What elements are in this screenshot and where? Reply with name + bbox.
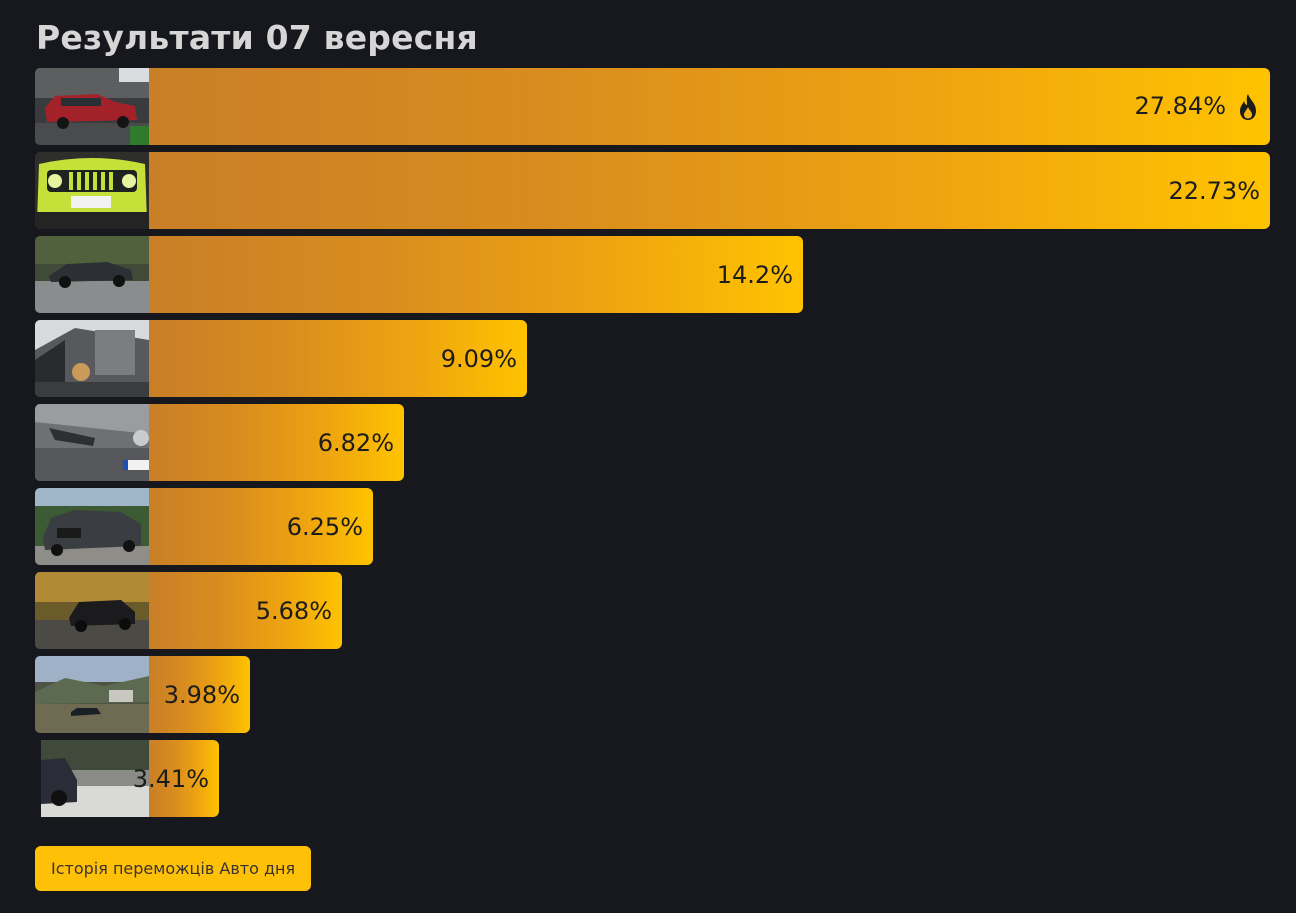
car-photo-thumbnail[interactable]: [35, 404, 149, 481]
result-bar: 3.98%: [149, 656, 250, 733]
result-bar: 27.84%: [149, 68, 1270, 145]
result-percent: 6.82%: [317, 428, 394, 457]
result-bar: 22.73%: [149, 152, 1270, 229]
result-percent: 3.41%: [132, 764, 209, 793]
car-photo-thumbnail[interactable]: [35, 488, 149, 565]
car-photo-thumbnail[interactable]: [35, 320, 149, 397]
result-bar: 6.82%: [149, 404, 404, 481]
car-photo-thumbnail[interactable]: [35, 68, 149, 145]
result-row: 22.73%: [35, 152, 1270, 229]
flame-icon: [1240, 94, 1256, 120]
winners-history-button[interactable]: Історія переможців Авто дня: [35, 846, 312, 891]
result-row: 6.82%: [35, 404, 404, 481]
result-row: 6.25%: [35, 488, 373, 565]
result-percent: 3.98%: [163, 680, 240, 709]
car-photo-thumbnail[interactable]: [35, 572, 149, 649]
result-percent: 22.73%: [1168, 176, 1260, 205]
result-percent: 6.25%: [286, 512, 363, 541]
page-title: Результати 07 вересня: [36, 18, 478, 57]
result-row: 3.41%: [35, 740, 219, 817]
car-photo-thumbnail[interactable]: [35, 656, 149, 733]
car-photo-thumbnail[interactable]: [35, 152, 149, 229]
car-photo-thumbnail[interactable]: [35, 740, 149, 817]
result-bar: 5.68%: [149, 572, 342, 649]
result-row: 9.09%: [35, 320, 527, 397]
result-bar: 6.25%: [149, 488, 373, 565]
result-row: 27.84%: [35, 68, 1270, 145]
result-bar: 3.41%: [133, 740, 219, 817]
result-bar: 9.09%: [149, 320, 527, 397]
car-photo-thumbnail[interactable]: [35, 236, 149, 313]
result-bar: 14.2%: [149, 236, 803, 313]
result-percent: 27.84%: [1134, 92, 1270, 121]
result-row: 3.98%: [35, 656, 250, 733]
result-row: 5.68%: [35, 572, 342, 649]
result-percent: 14.2%: [716, 260, 793, 289]
result-percent: 5.68%: [255, 596, 332, 625]
result-row: 14.2%: [35, 236, 803, 313]
result-percent: 9.09%: [440, 344, 517, 373]
